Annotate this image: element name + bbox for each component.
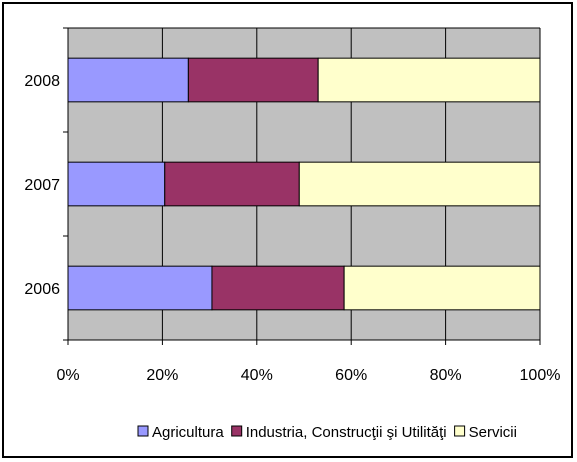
bar-2008-industria	[187, 57, 319, 103]
y-tick-label: 2007	[24, 177, 60, 194]
bar-2007-industria	[164, 161, 300, 207]
y-tick-label: 2008	[24, 73, 60, 90]
x-tick-label: 40%	[241, 367, 273, 384]
legend-label: Industria, Construcţii şi Utilităţi	[246, 424, 447, 441]
bar-2008-servicii	[317, 57, 541, 103]
x-tick-label: 20%	[146, 367, 178, 384]
y-tick-label: 2006	[24, 281, 60, 298]
x-tick-label: 0%	[56, 367, 79, 384]
axes	[63, 27, 541, 345]
tick-labels: 2008 2007 2006 0% 20% 40% 60% 80% 100%	[24, 73, 560, 384]
legend-label: Agricultura	[152, 424, 224, 441]
bar-2008-agricultura	[67, 57, 189, 103]
x-tick-label: 60%	[335, 367, 367, 384]
legend-swatch	[231, 425, 243, 437]
x-tick-label: 80%	[430, 367, 462, 384]
bar-2006-agricultura	[67, 265, 213, 311]
legend-label: Servicii	[469, 424, 517, 441]
bars	[67, 57, 541, 311]
legend-swatch	[454, 425, 466, 437]
legend-swatch	[137, 425, 149, 437]
bar-2006-servicii	[343, 265, 541, 311]
bar-2007-agricultura	[67, 161, 166, 207]
bar-2006-industria	[211, 265, 345, 311]
x-tick-label: 100%	[520, 367, 561, 384]
legend: Agricultura Industria, Construcţii şi Uti…	[137, 424, 517, 441]
bar-2007-servicii	[298, 161, 541, 207]
